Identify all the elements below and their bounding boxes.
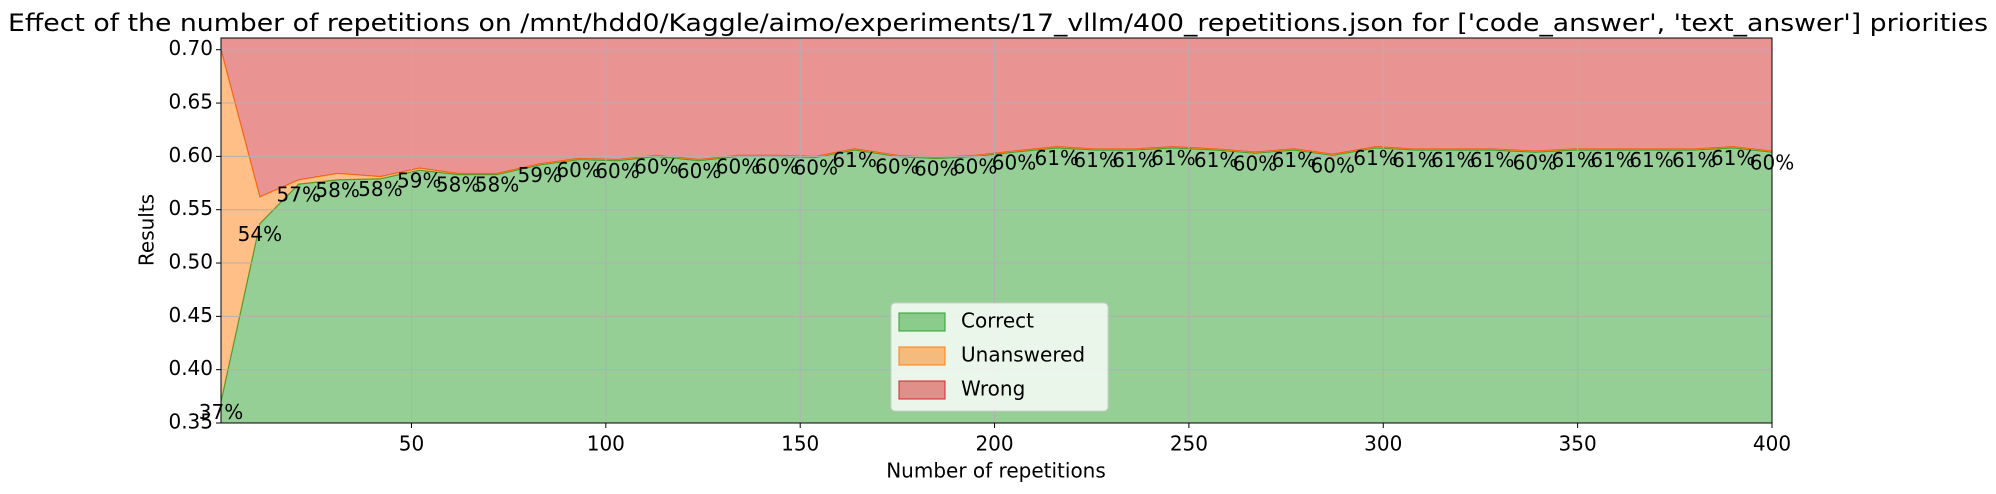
x-tick-label: 200: [975, 432, 1013, 456]
data-label: 61%: [1151, 146, 1195, 170]
data-label: 57%: [277, 182, 321, 206]
data-label: 60%: [716, 155, 760, 179]
data-label: 60%: [992, 150, 1036, 174]
x-tick-label: 150: [781, 432, 819, 456]
data-label: 60%: [595, 159, 639, 183]
data-label: 61%: [1392, 148, 1436, 172]
y-tick-label: 0.35: [168, 410, 213, 434]
legend-swatch: [898, 380, 946, 400]
y-tick-label: 0.50: [168, 250, 213, 274]
data-label: 60%: [1513, 150, 1557, 174]
legend: Correct Unanswered Wrong: [890, 302, 1109, 412]
area: [221, 38, 1772, 197]
data-label: 61%: [1629, 148, 1673, 172]
data-label: 61%: [1073, 148, 1117, 172]
y-axis-label: Results: [135, 194, 159, 266]
data-label: 60%: [794, 156, 838, 180]
data-label: 60%: [1311, 154, 1355, 178]
x-tick-label: 100: [587, 432, 625, 456]
area: [221, 147, 1772, 423]
legend-label: Wrong: [961, 377, 1025, 401]
data-label: 60%: [875, 155, 919, 179]
data-label: 61%: [1552, 148, 1596, 172]
legend-label: Correct: [961, 309, 1034, 333]
data-label: 61%: [1431, 148, 1475, 172]
data-label: 37%: [199, 400, 243, 424]
y-tick-label: 0.65: [168, 90, 213, 114]
x-axis-label: Number of repetitions: [886, 459, 1106, 483]
x-tick-label: 300: [1364, 432, 1402, 456]
y-tick-label: 0.55: [168, 196, 213, 220]
data-label: 60%: [1233, 151, 1277, 175]
data-label: 54%: [238, 222, 282, 246]
data-label: 61%: [1590, 148, 1634, 172]
legend-label: Unanswered: [961, 343, 1085, 367]
data-label: 58%: [475, 173, 519, 197]
data-label: 61%: [1353, 146, 1397, 170]
data-label: 58%: [315, 178, 359, 202]
data-label: 58%: [358, 177, 402, 201]
data-label: 61%: [1035, 146, 1079, 170]
x-tick-label: 400: [1753, 432, 1791, 456]
plot-area: [221, 38, 1772, 423]
data-label: 61%: [1672, 148, 1716, 172]
x-tick-label: 250: [1170, 432, 1208, 456]
legend-swatch: [898, 312, 946, 332]
y-tick-label: 0.45: [168, 303, 213, 327]
data-label: 61%: [1711, 146, 1755, 170]
data-label: 60%: [755, 155, 799, 179]
data-label: 61%: [832, 148, 876, 172]
y-tick-label: 0.40: [168, 356, 213, 380]
x-tick-label: 50: [399, 432, 424, 456]
data-label: 60%: [953, 155, 997, 179]
y-tick-label: 0.70: [168, 36, 213, 60]
plot-frame: [220, 37, 1773, 424]
data-label: 61%: [1470, 148, 1514, 172]
x-tick-label: 350: [1559, 432, 1597, 456]
data-label: 61%: [1194, 148, 1238, 172]
y-tick-label: 0.60: [168, 143, 213, 167]
data-label: 61%: [1112, 148, 1156, 172]
data-label: 59%: [397, 168, 441, 192]
data-label: 60%: [634, 155, 678, 179]
data-label: 60%: [677, 159, 721, 183]
chart-title: Effect of the number of repetitions on /…: [8, 9, 1988, 37]
data-label: 60%: [1750, 150, 1794, 174]
legend-swatch: [898, 346, 946, 366]
data-label: 60%: [556, 158, 600, 182]
data-label: 61%: [1272, 148, 1316, 172]
data-label: 59%: [518, 163, 562, 187]
data-label: 60%: [914, 157, 958, 181]
data-label: 58%: [436, 173, 480, 197]
